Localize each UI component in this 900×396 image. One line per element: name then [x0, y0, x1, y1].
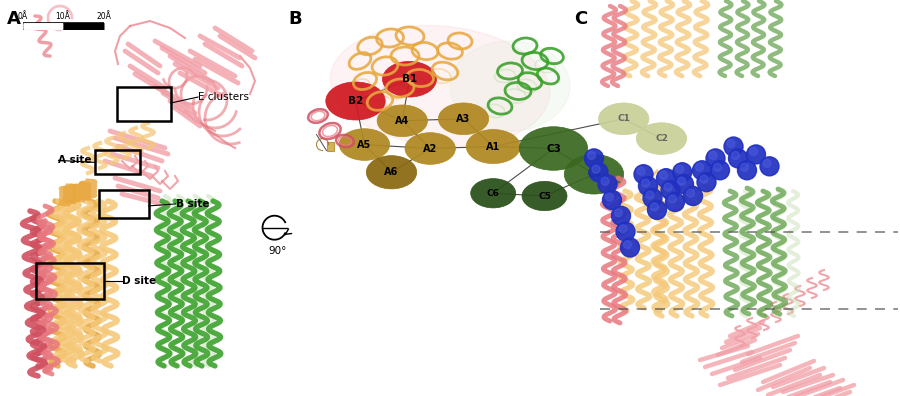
Circle shape	[763, 159, 771, 168]
Ellipse shape	[564, 154, 624, 194]
Circle shape	[638, 177, 658, 196]
Circle shape	[672, 163, 692, 182]
Circle shape	[737, 161, 757, 180]
Circle shape	[732, 151, 740, 160]
Text: A2: A2	[423, 143, 437, 154]
Ellipse shape	[471, 179, 516, 208]
Circle shape	[620, 238, 640, 257]
Circle shape	[588, 151, 596, 160]
Circle shape	[598, 175, 617, 194]
Text: E clusters: E clusters	[198, 92, 249, 102]
Circle shape	[642, 179, 650, 187]
Ellipse shape	[522, 181, 567, 211]
Circle shape	[709, 151, 717, 160]
Circle shape	[646, 191, 654, 199]
Circle shape	[624, 240, 632, 249]
Text: A5: A5	[357, 139, 372, 150]
Circle shape	[678, 177, 686, 185]
Circle shape	[637, 167, 645, 175]
Text: 20Å: 20Å	[96, 12, 111, 21]
Circle shape	[589, 163, 608, 182]
Circle shape	[741, 163, 749, 171]
Circle shape	[710, 161, 730, 180]
Bar	[36, 263, 104, 299]
Circle shape	[647, 200, 667, 219]
Text: 0Å: 0Å	[17, 12, 28, 21]
Ellipse shape	[438, 103, 489, 135]
Text: B: B	[288, 10, 302, 28]
Text: B2: B2	[348, 96, 363, 106]
Circle shape	[706, 149, 725, 168]
Ellipse shape	[405, 133, 455, 164]
Text: D site: D site	[122, 276, 156, 286]
Text: C3: C3	[546, 143, 561, 154]
Circle shape	[700, 175, 708, 183]
Ellipse shape	[339, 129, 390, 160]
Circle shape	[643, 188, 662, 208]
Ellipse shape	[382, 61, 436, 97]
Text: B site: B site	[176, 199, 209, 209]
Ellipse shape	[450, 41, 570, 131]
Text: A6: A6	[384, 167, 399, 177]
Circle shape	[660, 171, 668, 179]
Circle shape	[602, 190, 622, 209]
Ellipse shape	[330, 25, 550, 147]
Circle shape	[683, 187, 703, 206]
Text: C4: C4	[587, 169, 601, 179]
Circle shape	[687, 189, 695, 197]
Circle shape	[697, 173, 716, 192]
Text: C: C	[574, 10, 588, 28]
Circle shape	[601, 177, 609, 185]
Ellipse shape	[598, 103, 649, 135]
Bar	[327, 141, 334, 150]
Text: A3: A3	[456, 114, 471, 124]
Ellipse shape	[326, 82, 385, 120]
Bar	[94, 150, 140, 174]
Text: B1: B1	[402, 74, 417, 84]
Circle shape	[611, 206, 631, 225]
Circle shape	[619, 225, 627, 233]
Text: A1: A1	[486, 141, 500, 152]
Circle shape	[651, 203, 659, 211]
Text: 10Å: 10Å	[56, 12, 70, 21]
Circle shape	[760, 157, 779, 176]
Ellipse shape	[519, 127, 588, 170]
Ellipse shape	[366, 156, 417, 189]
Circle shape	[592, 165, 600, 173]
Ellipse shape	[636, 123, 687, 154]
Circle shape	[616, 222, 635, 241]
Bar	[117, 87, 171, 121]
Circle shape	[746, 145, 766, 164]
Text: 90°: 90°	[268, 246, 287, 256]
Circle shape	[714, 163, 722, 171]
Circle shape	[727, 139, 735, 148]
Circle shape	[656, 169, 676, 188]
Circle shape	[615, 209, 623, 217]
Circle shape	[584, 149, 604, 168]
Circle shape	[692, 161, 712, 180]
Ellipse shape	[377, 105, 427, 137]
Circle shape	[661, 181, 680, 200]
Text: C6: C6	[487, 189, 500, 198]
Circle shape	[606, 193, 614, 201]
Circle shape	[634, 165, 653, 184]
Circle shape	[674, 175, 694, 194]
Text: C2: C2	[655, 134, 668, 143]
Text: A4: A4	[395, 116, 410, 126]
Circle shape	[669, 195, 677, 203]
Circle shape	[696, 163, 704, 171]
Circle shape	[728, 149, 748, 168]
Text: A site: A site	[58, 155, 92, 166]
Circle shape	[724, 137, 743, 156]
Text: C1: C1	[617, 114, 630, 123]
Text: A: A	[7, 10, 21, 28]
Bar	[99, 190, 148, 218]
Circle shape	[664, 183, 672, 191]
Circle shape	[750, 147, 758, 156]
Circle shape	[676, 165, 684, 173]
Text: C5: C5	[538, 192, 551, 200]
Ellipse shape	[466, 129, 520, 164]
Circle shape	[665, 192, 685, 211]
